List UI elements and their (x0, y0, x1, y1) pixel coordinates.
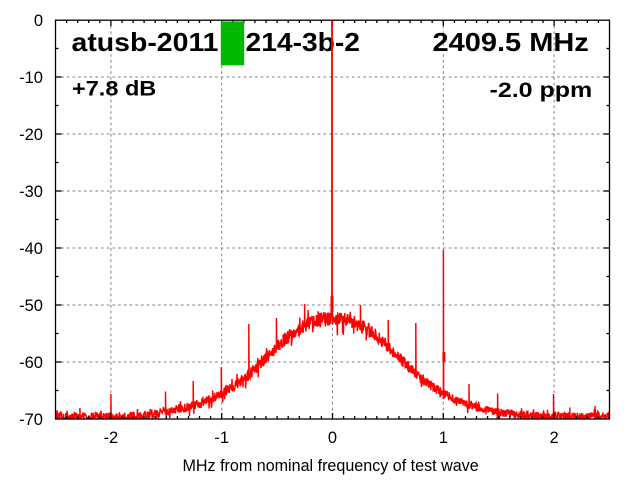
svg-text:MHz from nominal frequency of: MHz from nominal frequency of test wave (183, 456, 479, 475)
svg-text:-1: -1 (214, 429, 229, 447)
svg-text:0: 0 (328, 429, 337, 447)
svg-text:-30: -30 (19, 183, 43, 201)
svg-text:-10: -10 (19, 69, 43, 87)
svg-text:-50: -50 (19, 297, 43, 315)
svg-text:+7.8 dB: +7.8 dB (72, 77, 156, 100)
svg-text:-2: -2 (104, 429, 119, 447)
svg-text:214-3b-2: 214-3b-2 (246, 27, 361, 57)
svg-text:-60: -60 (19, 354, 43, 372)
svg-text:2409.5 MHz: 2409.5 MHz (433, 27, 589, 57)
svg-text:1: 1 (439, 429, 448, 447)
svg-text:0: 0 (34, 12, 43, 30)
svg-text:atusb-2011: atusb-2011 (72, 27, 219, 57)
svg-text:-70: -70 (19, 411, 43, 429)
svg-text:2: 2 (550, 429, 559, 447)
svg-text:-20: -20 (19, 126, 43, 144)
svg-text:-2.0 ppm: -2.0 ppm (490, 79, 593, 102)
svg-text:-40: -40 (19, 240, 43, 258)
